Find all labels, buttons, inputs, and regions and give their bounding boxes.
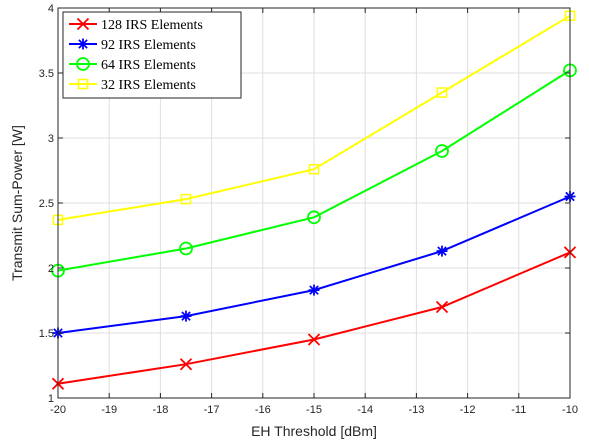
y-axis-label: Transmit Sum-Power [W] [9, 125, 25, 281]
legend-marker [77, 38, 89, 50]
marker-stroke [435, 300, 449, 314]
marker-square [180, 193, 192, 205]
marker-circle [179, 241, 193, 256]
x-tick-label: -11 [511, 404, 526, 416]
x-tick-label: -16 [255, 404, 271, 416]
y-tick-label: 3.5 [39, 68, 54, 80]
marker-stroke [309, 285, 319, 295]
data-point [180, 193, 192, 205]
y-tick-label: 1 [48, 393, 54, 405]
marker-stroke [179, 358, 193, 371]
legend-box [62, 11, 242, 99]
legend-entry: 92 IRS Elements [69, 38, 196, 53]
x-tick-label: -14 [357, 404, 373, 416]
x-tick-label: -15 [306, 404, 322, 416]
data-point [435, 300, 449, 314]
x-tick-label: -10 [562, 404, 578, 416]
legend-marker [76, 17, 90, 31]
series-line [57, 69, 571, 272]
legend-entry: 128 IRS Elements [69, 17, 203, 33]
legend-entry: 32 IRS Elements [69, 78, 196, 93]
data-point [308, 163, 320, 175]
series-line [57, 14, 571, 221]
x-tick-label: -13 [408, 404, 424, 416]
x-tick-label: -17 [204, 404, 220, 416]
data-point [179, 241, 193, 256]
legend-label: 64 IRS Elements [101, 58, 196, 73]
legend-marker [77, 78, 89, 90]
marker-stroke [76, 17, 90, 31]
marker-stroke [437, 246, 447, 256]
marker-circle [435, 144, 449, 158]
legend-marker [76, 57, 90, 71]
y-tick-label: 4 [48, 3, 54, 15]
legend-label: 32 IRS Elements [101, 78, 196, 93]
y-tick-label: 2 [48, 263, 54, 275]
y-tick-label: 2.5 [39, 198, 54, 210]
data-point [436, 245, 448, 257]
legend: 128 IRS Elements 92 IRS Elements 64 IRS El… [62, 11, 242, 99]
marker-square [436, 87, 448, 98]
data-point [436, 87, 448, 98]
legend-label: 128 IRS Elements [101, 18, 203, 33]
x-tick-label: -20 [50, 404, 66, 416]
data-point [308, 284, 320, 296]
marker-circle [307, 210, 321, 225]
data-point [307, 333, 321, 346]
marker-circle [76, 57, 90, 71]
marker-stroke [181, 311, 191, 321]
tick-labels: -20 -19 -18 -17 -16 -15 -14 -13 -12 -11 -10 1 1.5 2 2.… [39, 3, 578, 416]
x-tick-label: -19 [101, 404, 117, 416]
marker-square [308, 163, 320, 175]
data-point [180, 310, 192, 322]
data-point [435, 144, 449, 158]
axes [57, 7, 571, 399]
data-point [307, 210, 321, 225]
y-tick-label: 1.5 [39, 328, 54, 340]
marker-square [77, 78, 89, 90]
x-tick-label: -18 [152, 404, 168, 416]
legend-label: 92 IRS Elements [101, 38, 196, 53]
marker-stroke [307, 333, 321, 346]
marker-stroke [78, 39, 88, 49]
x-axis-label: EH Threshold [dBm] [251, 423, 377, 439]
data-point [179, 358, 193, 371]
legend-entry: 64 IRS Elements [69, 57, 196, 73]
series-layer [51, 10, 577, 390]
x-tick-label: -12 [460, 404, 476, 416]
y-tick-label: 3 [48, 133, 54, 145]
